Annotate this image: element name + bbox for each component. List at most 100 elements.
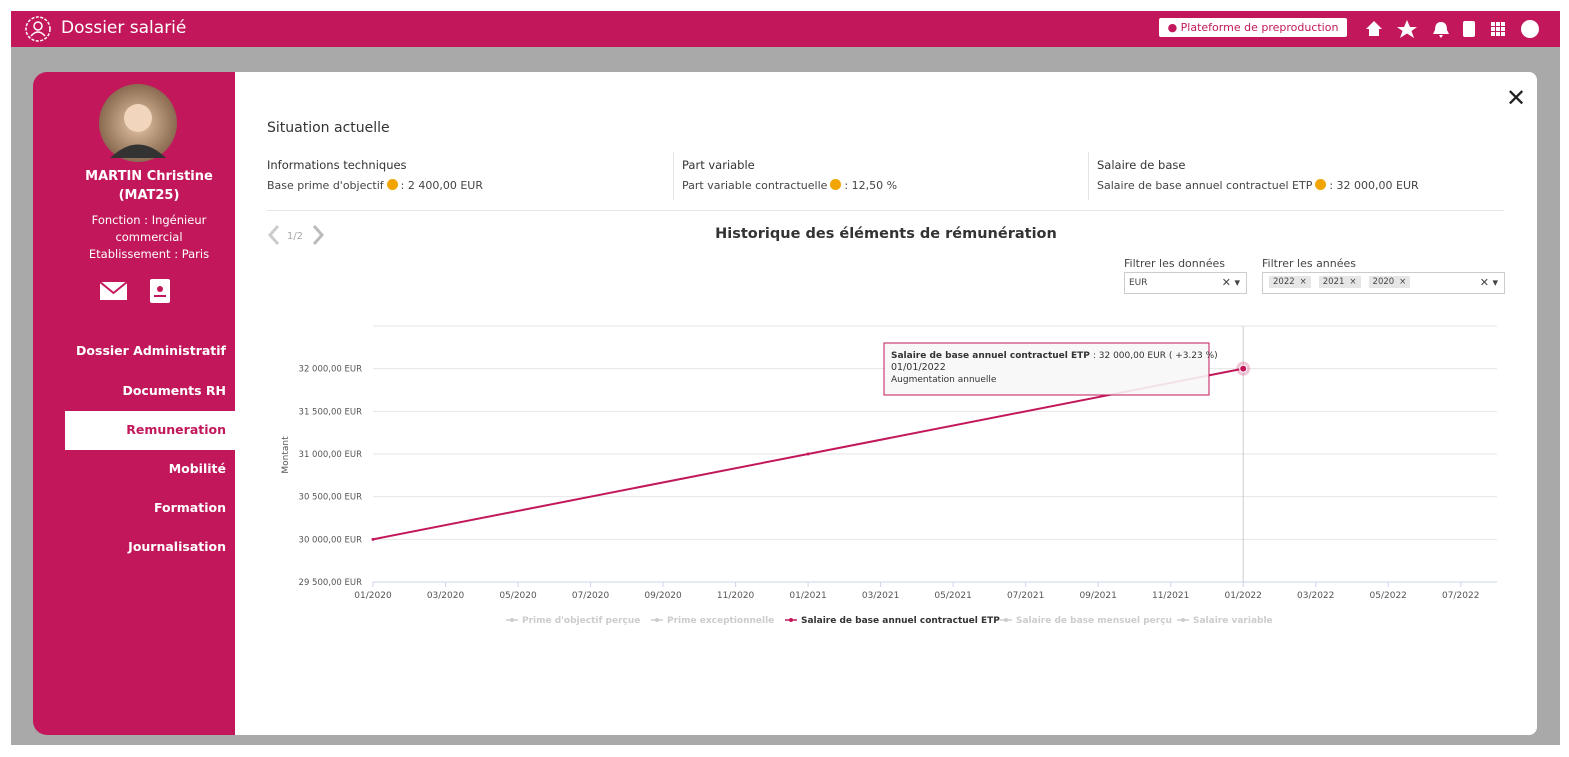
x-tick-label: 07/2021: [1007, 591, 1044, 601]
legend-item[interactable]: Salaire de base mensuel perçu: [1016, 616, 1172, 626]
info-line: Part variable contractuelle: 12,50 %: [682, 179, 897, 192]
tooltip-line1: Salaire de base annuel contractuel ETP: …: [891, 351, 1218, 361]
legend-dot: [789, 618, 793, 622]
info-icon[interactable]: [830, 179, 842, 190]
chart: 29 500,00 EUR 30 000,00 EUR 30 500,00 EUR 3…: [281, 325, 1497, 626]
filter-years-select[interactable]: ✕ ▾ 2022 × 2021 × 2020 ×: [1262, 272, 1505, 294]
x-tick-label: 09/2021: [1079, 591, 1116, 601]
y-tick-label: 30 000,00 EUR: [299, 535, 363, 545]
x-tick-label: 03/2021: [862, 591, 899, 601]
info-icon[interactable]: [386, 179, 398, 190]
x-tick-label: 03/2022: [1297, 591, 1334, 601]
y-tick-label: 30 500,00 EUR: [299, 493, 363, 503]
env-badge[interactable]: ● Plateforme de preproduction: [1159, 18, 1347, 37]
year-chip-text: 2022: [1273, 277, 1295, 287]
close-button[interactable]: ✕: [1506, 84, 1527, 112]
year-chip-remove[interactable]: ×: [1299, 277, 1307, 287]
nav-item[interactable]: Dossier Administratif: [76, 343, 226, 358]
badge-icon[interactable]: [150, 279, 170, 303]
x-tick-label: 07/2020: [572, 591, 610, 601]
info-line: Base prime d'objectif : 2 400,00 EUR: [267, 179, 483, 192]
tooltip-date: 01/01/2022: [891, 362, 946, 373]
filter-data-controls: ✕ ▾: [1221, 276, 1240, 289]
x-tick-label: 03/2020: [427, 591, 465, 601]
nav-item[interactable]: Remuneration: [126, 422, 226, 437]
x-tick-label: 11/2020: [717, 591, 755, 601]
year-chip-text: 2020: [1372, 277, 1395, 287]
x-tick-label: 05/2020: [499, 591, 537, 601]
info-value: : 32 000,00 EUR: [1329, 179, 1419, 192]
column-divider: [1088, 152, 1089, 200]
app-title: Dossier salarié: [61, 18, 187, 38]
info-label: Salaire de base annuel contractuel ETP: [1097, 179, 1313, 192]
column-divider: [673, 152, 674, 200]
chart-title: Historique des éléments de rémunération: [715, 226, 1057, 242]
nav-item[interactable]: Documents RH: [122, 383, 226, 398]
legend-item[interactable]: Prime exceptionnelle: [667, 616, 774, 626]
info-label: Base prime d'objectif: [267, 179, 384, 192]
year-chip[interactable]: 2022 ×: [1269, 276, 1311, 288]
year-chip-remove[interactable]: ×: [1349, 277, 1357, 287]
pager-prev[interactable]: [267, 225, 280, 245]
env-badge-text: Plateforme de preproduction: [1180, 21, 1339, 34]
info-title: Salaire de base: [1097, 158, 1186, 172]
filter-years-label: Filtrer les années: [1262, 257, 1357, 270]
legend-dot: [1181, 618, 1185, 622]
y-axis-label: Montant: [281, 436, 291, 474]
pager-text: 1/2: [287, 231, 303, 242]
filter-data-value: EUR: [1129, 278, 1148, 288]
nav-item[interactable]: Journalisation: [128, 539, 226, 554]
contact-icon[interactable]: [1463, 21, 1475, 37]
profile-name: MARTIN Christine: [85, 169, 213, 184]
series-point: [806, 452, 810, 456]
tooltip-value: : 32 000,00 EUR ( +3.23 %): [1093, 351, 1218, 361]
mail-icon[interactable]: [99, 281, 128, 300]
info-title: Informations techniques: [267, 158, 407, 172]
nav-item[interactable]: Formation: [154, 500, 226, 515]
star-icon[interactable]: [1397, 20, 1417, 38]
pager: 1/2: [267, 225, 325, 245]
filter-data-select[interactable]: EUR ✕ ▾: [1124, 272, 1247, 294]
x-tick-label: 07/2022: [1442, 591, 1479, 601]
legend-item[interactable]: Prime d'objectif perçue: [522, 616, 640, 626]
pin-icon: ●: [1167, 21, 1181, 34]
pager-next[interactable]: [312, 225, 325, 245]
year-chip[interactable]: 2020 ×: [1368, 276, 1411, 288]
info-icon[interactable]: [1315, 179, 1327, 190]
tooltip-note: Augmentation annuelle: [891, 375, 997, 385]
bell-icon[interactable]: [1433, 22, 1449, 38]
legend-dot: [655, 618, 659, 622]
profile-id: (MAT25): [118, 188, 180, 203]
home-icon[interactable]: [1366, 21, 1382, 36]
year-chip-remove[interactable]: ×: [1399, 277, 1407, 287]
tooltip-box: [883, 342, 1210, 396]
logo: [25, 16, 51, 42]
user-icon[interactable]: [1521, 20, 1539, 38]
profile-details: Fonction : Ingénieur commercial Etablisse…: [76, 212, 222, 263]
year-chip[interactable]: 2021 ×: [1318, 276, 1361, 288]
nav-item[interactable]: Mobilité: [168, 461, 226, 476]
info-line: Salaire de base annuel contractuel ETP : …: [1097, 179, 1419, 192]
x-tick-label: 05/2022: [1370, 591, 1407, 601]
series-point: [371, 537, 375, 541]
filter-years-controls: ✕ ▾: [1479, 276, 1498, 289]
profile-function: Fonction : Ingénieur commercial: [91, 213, 207, 244]
legend-item[interactable]: Salaire variable: [1193, 616, 1273, 626]
x-tick-label: 01/2022: [1224, 591, 1261, 601]
x-tick-label: 01/2021: [789, 591, 826, 601]
hover-point: [1239, 364, 1248, 373]
legend-item[interactable]: Salaire de base annuel contractuel ETP: [801, 616, 1000, 626]
nav-active-bg: [65, 411, 235, 450]
top-bar: Dossier salarié ● Plateforme de preprodu…: [11, 11, 1560, 47]
tooltip-series: Salaire de base annuel contractuel ETP: [891, 351, 1090, 361]
y-tick-label: 32 000,00 EUR: [299, 365, 363, 375]
y-tick-label: 31 500,00 EUR: [299, 407, 363, 417]
info-value: : 2 400,00 EUR: [400, 179, 483, 192]
avatar: [99, 84, 177, 162]
x-tick-label: 11/2021: [1152, 591, 1189, 601]
apps-icon[interactable]: [1491, 22, 1505, 36]
x-tick-label: 05/2021: [934, 591, 971, 601]
legend-dot: [510, 618, 514, 622]
filter-data-label: Filtrer les données: [1124, 257, 1225, 270]
